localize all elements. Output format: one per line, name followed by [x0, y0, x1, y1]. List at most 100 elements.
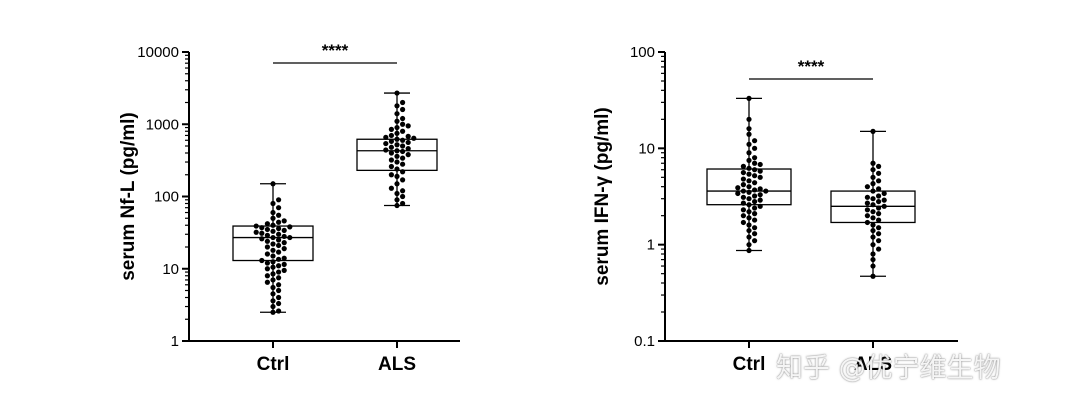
ifn-ctrl-point	[740, 176, 747, 182]
ifn-ctrl-point	[740, 169, 747, 176]
nfl-ctrl-point	[276, 237, 282, 243]
nfl-als-point	[400, 128, 406, 134]
ifn-als-point	[876, 231, 882, 237]
nfl-ctrl-point	[276, 275, 282, 281]
ifn-ctrl-point	[746, 234, 752, 240]
ifn-als-point	[876, 198, 882, 205]
nfl-als-point	[388, 126, 394, 132]
ifn-als-point	[870, 209, 876, 215]
nfl-ctrl-point	[264, 221, 270, 227]
ifn-ctrl-point	[740, 213, 747, 219]
nfl-als-point	[394, 197, 400, 203]
ifn-als-point	[870, 273, 876, 279]
ifn-ctrl-point	[746, 126, 752, 132]
nfl-ctrl-point	[281, 246, 287, 252]
ifn-ctrl-point	[746, 247, 752, 254]
ifn-ctrl-point	[752, 173, 758, 179]
nfl-ctrl-point	[270, 215, 276, 221]
nfl-als-point	[411, 135, 417, 141]
nfl-ctrl-point	[253, 229, 259, 235]
ifn-als-point	[864, 213, 871, 219]
ifn-ctrl-point	[740, 163, 747, 169]
nfl-als-point	[400, 193, 406, 200]
nfl-ctrl-point	[276, 249, 282, 255]
nfl-ctrl-point	[276, 212, 282, 218]
ifn-ctrl-point	[746, 165, 752, 171]
nfl-ctrl-point	[270, 181, 276, 187]
ifn-als-point	[870, 242, 876, 248]
ifn-als-point	[870, 263, 876, 269]
nfl-ctrl-point	[270, 222, 276, 228]
ifn-ctrl-point	[746, 242, 752, 248]
nfl-ctrl-point	[264, 273, 270, 279]
nfl-ctrl-point	[276, 287, 282, 294]
ifn-ctrl-point	[740, 182, 747, 188]
ifn-ctrl-point	[746, 196, 752, 202]
ifn-als-point	[876, 238, 882, 244]
nfl-als-point	[400, 148, 406, 155]
nfl-ctrl-point	[281, 240, 287, 246]
ifn-als-point	[870, 181, 876, 187]
ifn-als-point	[864, 219, 871, 226]
ifn-als-point	[870, 202, 876, 208]
watermark: 知乎 @优宁维生物	[776, 353, 1001, 384]
nfl-ctrl-point	[270, 241, 276, 247]
nfl-als-point	[405, 152, 411, 158]
nfl-ctrl-point	[264, 226, 270, 233]
ifn-ctrl-point	[763, 188, 769, 194]
ifn-ctrl-point	[752, 231, 758, 237]
nfl-als-point	[388, 172, 394, 178]
ifn-als-point	[881, 190, 887, 197]
nfl-als-point	[394, 166, 400, 172]
nfl-als-point	[400, 143, 406, 149]
nfl-als-point	[400, 177, 406, 183]
nfl-ctrl-point	[264, 251, 270, 257]
ifn-als-point	[870, 128, 876, 134]
nfl-ctrl-point	[259, 257, 265, 264]
nfl-y-tick-label: 1	[171, 333, 179, 350]
nfl-als-point	[383, 134, 389, 140]
ifn-ctrl-point	[752, 180, 758, 186]
ifn-ctrl-point	[752, 225, 758, 231]
nfl-ctrl-point	[270, 284, 276, 291]
nfl-als-point	[394, 159, 400, 165]
nfl-als-point	[394, 130, 400, 136]
nfl-als-point	[400, 115, 406, 122]
ifn-als-point	[864, 194, 871, 200]
ifn-als-x-tick-label: ALS	[854, 354, 892, 375]
ifn-ctrl-point	[740, 207, 747, 213]
ifn-als-point	[876, 163, 882, 169]
ifn-ctrl-point	[752, 193, 758, 199]
ifn-als-point	[876, 225, 882, 231]
nfl-ctrl-point	[270, 309, 276, 315]
ifn-als-point	[870, 227, 876, 234]
nfl-ctrl-point	[276, 256, 282, 262]
ifn-ctrl-point	[746, 189, 752, 195]
nfl-ctrl-point	[276, 282, 282, 288]
nfl-als-point	[405, 133, 411, 139]
nfl-als-point	[388, 157, 394, 163]
nfl-als-point	[394, 111, 400, 117]
ifn-ctrl-point	[752, 205, 758, 211]
ifn-als-point	[870, 167, 876, 173]
ifn-significance-label: ****	[798, 57, 825, 76]
nfl-ctrl-point	[276, 269, 282, 275]
ifn-ctrl-point	[740, 200, 747, 206]
nfl-ctrl-point	[276, 308, 282, 314]
nfl-ctrl-point	[270, 209, 276, 216]
ifn-ctrl-point	[757, 168, 763, 174]
ifn-als-point	[876, 193, 882, 199]
ifn-ctrl-point	[746, 171, 752, 177]
nfl-ctrl-point	[259, 230, 265, 236]
ifn-ctrl-point	[752, 198, 758, 205]
ifn-panel: 0.1 1 10 100 serum IFN-γ (pg/ml) Ctrl ALS ****	[592, 44, 958, 375]
nfl-als-point	[400, 200, 406, 207]
ifn-als-point	[876, 211, 882, 217]
ifn-als-point	[864, 184, 871, 190]
nfl-ctrl-point	[276, 225, 282, 232]
nfl-als-point	[405, 139, 411, 146]
ifn-als-point	[870, 188, 876, 194]
nfl-als-point	[394, 181, 400, 187]
ifn-als-point	[870, 174, 876, 180]
